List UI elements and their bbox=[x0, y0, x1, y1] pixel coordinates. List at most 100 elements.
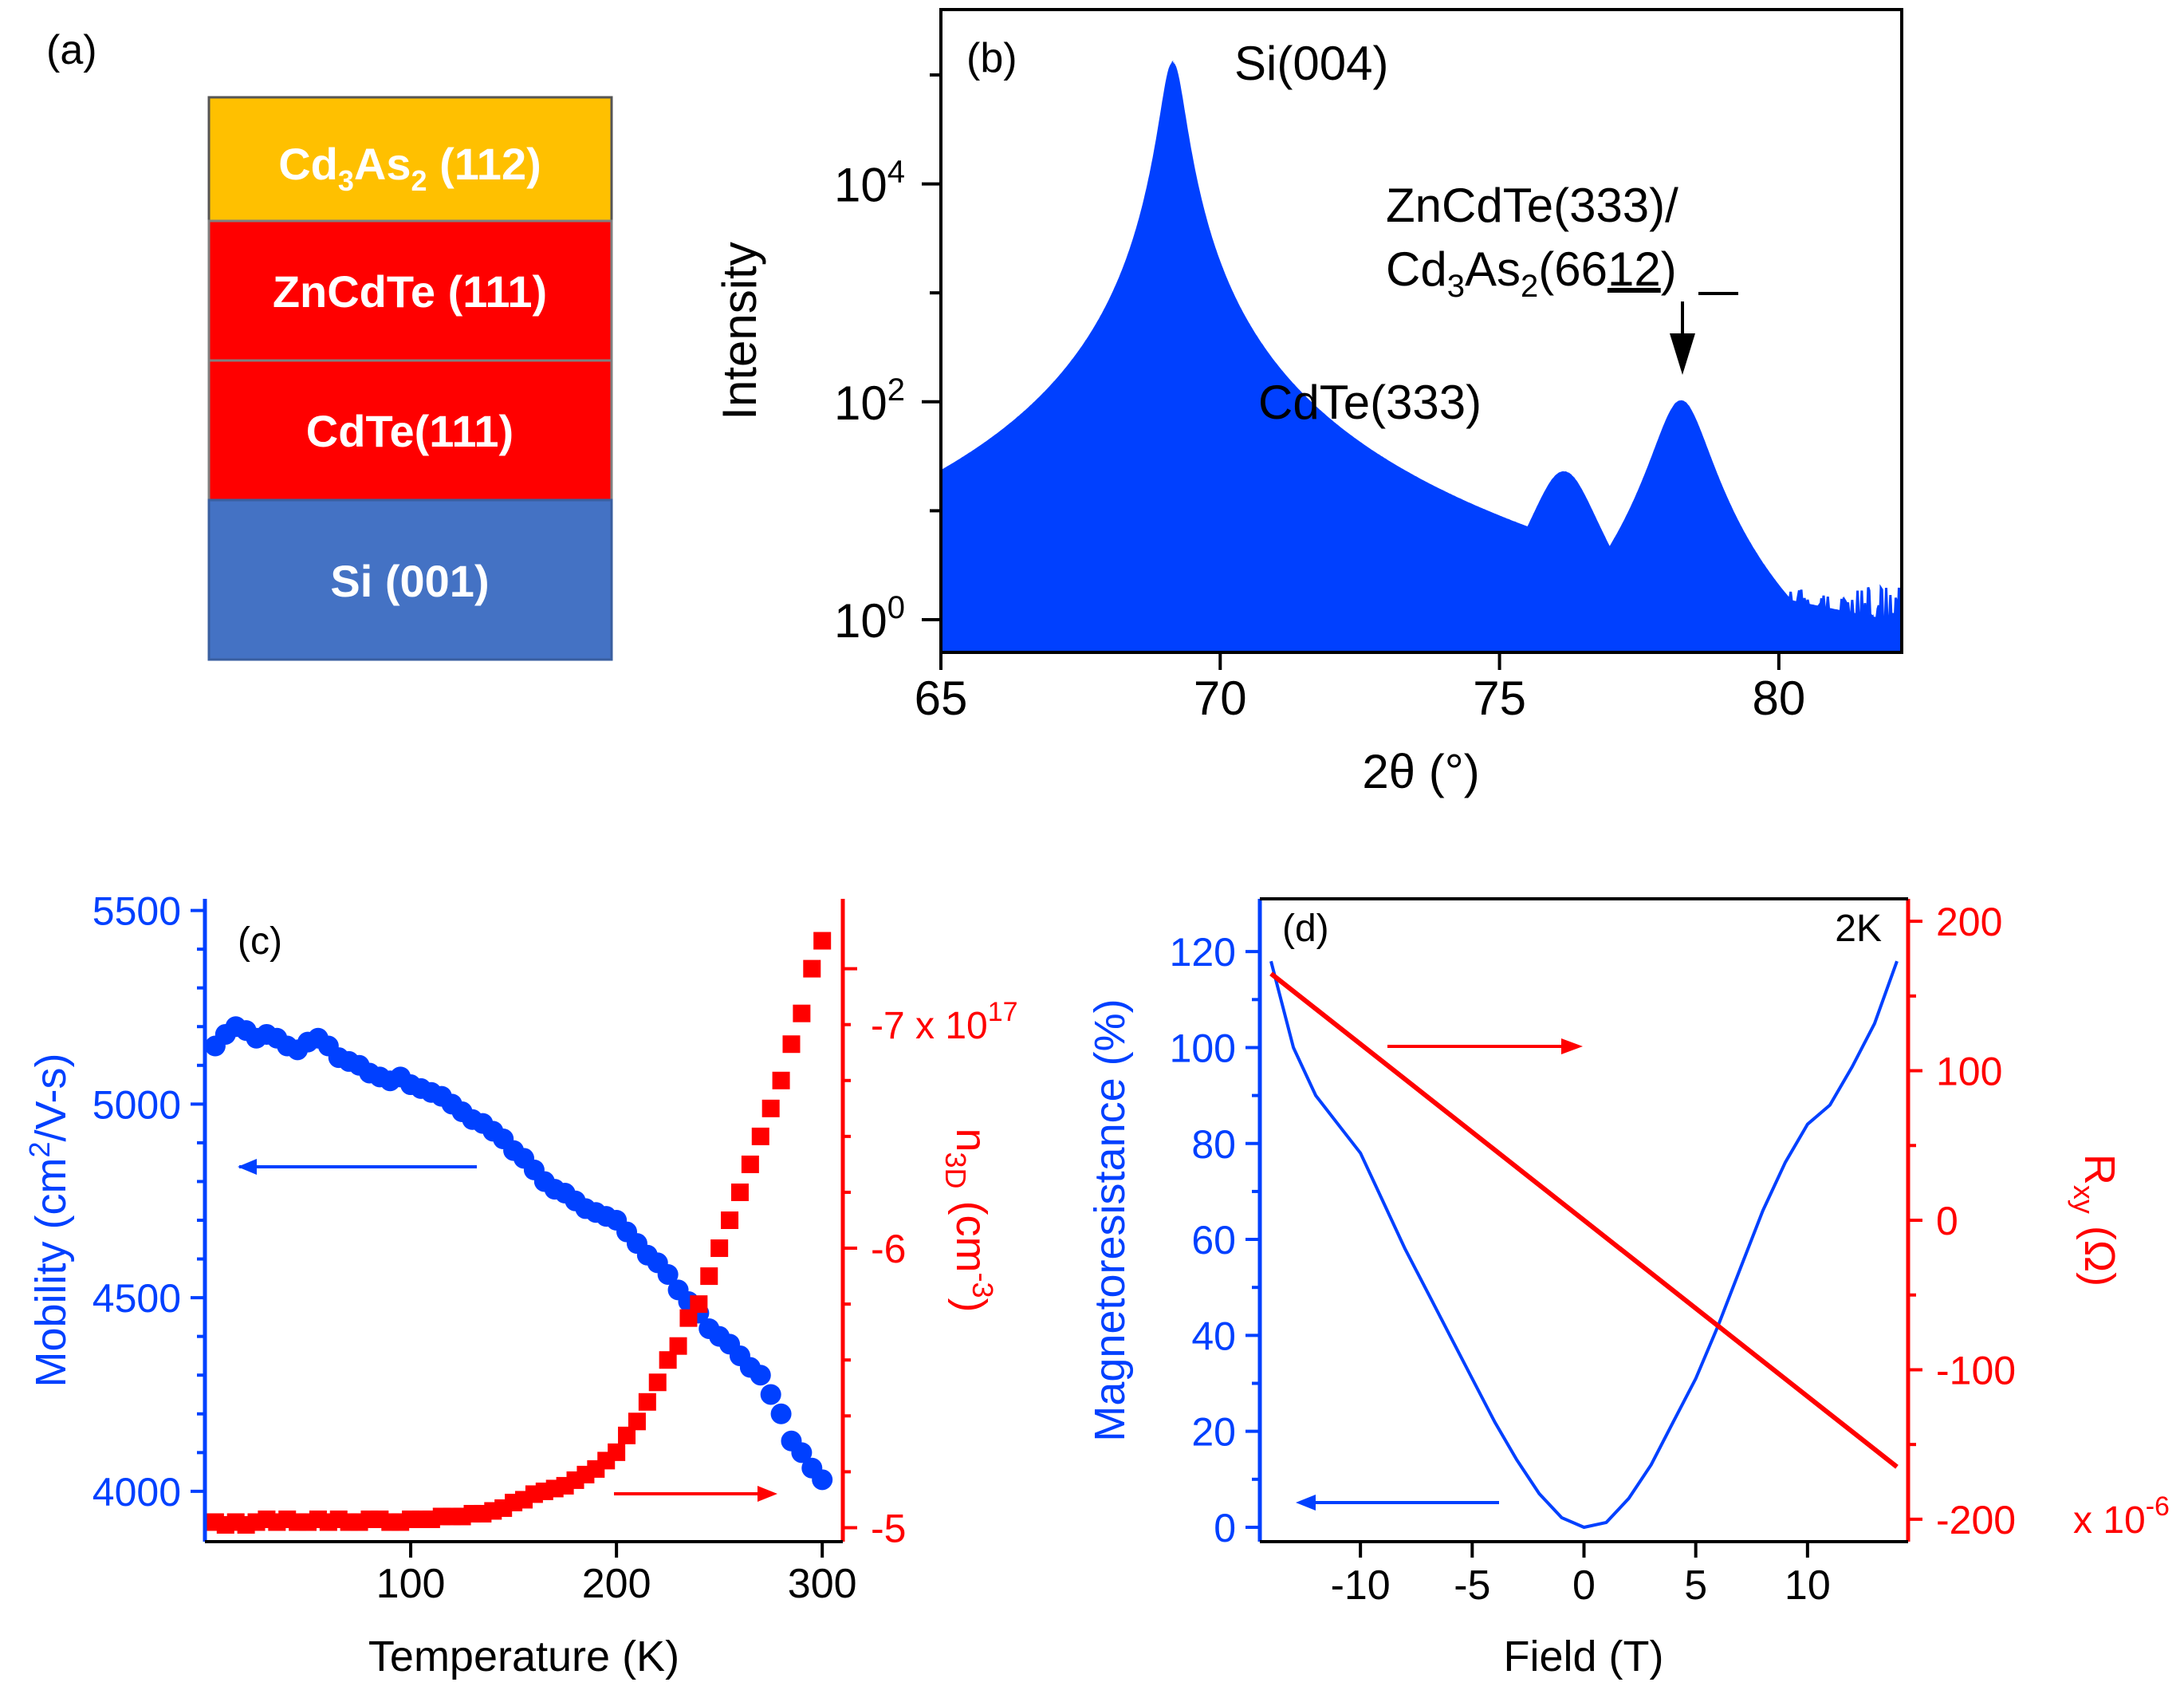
rxy-ylabel: Rxy (Ω) bbox=[2068, 1154, 2123, 1286]
panel-c-label: (c) bbox=[238, 920, 282, 963]
mr-ylabel: Magnetoresistance (%) bbox=[1086, 999, 1134, 1441]
mobility-frame bbox=[205, 899, 843, 1542]
n3d-point bbox=[669, 1337, 687, 1355]
mobility-axes: 100 200 300 4000 4500 5000 5500 -5 -6 bbox=[92, 889, 907, 1607]
mobility-ylabel: Mobility (cm2/V-s) bbox=[23, 1053, 75, 1387]
panel-d-label: (d) bbox=[1282, 908, 1329, 950]
mobility-point bbox=[812, 1469, 833, 1491]
layer-cd3as2 bbox=[207, 96, 613, 223]
mobility-xtick-label: 200 bbox=[582, 1561, 651, 1607]
mobility-xtick-label: 300 bbox=[788, 1561, 857, 1607]
mobility-point bbox=[760, 1384, 781, 1405]
xrd-xtick-label: 70 bbox=[1194, 672, 1247, 725]
mobility-point bbox=[750, 1365, 771, 1386]
panel-d: -10 -5 0 5 10020406080100120-200-1000100200 … bbox=[1086, 897, 2170, 1680]
mobility-ytick-label: 4000 bbox=[92, 1470, 181, 1515]
n3d-point bbox=[628, 1412, 646, 1431]
n3d-point bbox=[679, 1309, 698, 1327]
mobility-xlabel: Temperature (K) bbox=[368, 1633, 679, 1680]
layer-cdte bbox=[207, 359, 613, 502]
n3d-point bbox=[648, 1373, 667, 1392]
xrd-axes: 65 70 75 80 100 102 104 bbox=[834, 73, 1805, 725]
mr-ytick-label: 60 bbox=[1191, 1218, 1236, 1263]
annot-si004: Si(004) bbox=[1234, 37, 1388, 90]
annot-cdte333: CdTe(333) bbox=[1258, 376, 1482, 429]
mobility-point bbox=[657, 1263, 679, 1285]
panel-b-label: (b) bbox=[966, 35, 1017, 81]
xrd-ytick-label: 100 bbox=[834, 590, 905, 648]
rxy-ytick-label: 0 bbox=[1936, 1199, 1958, 1243]
panel-a: (a) Cd3As2 (112) ZnCdTe (111) CdTe(111) … bbox=[46, 27, 613, 661]
panel-c: 100 200 300 4000 4500 5000 5500 -5 -6 (c) Temper… bbox=[23, 889, 1018, 1680]
panel-b: (b) 65 70 75 80 100 102 104 2θ (°) Intensity S… bbox=[713, 8, 1903, 798]
rxy-scale-label: x 10-6 bbox=[2073, 1491, 2170, 1542]
mr-ytick-label: 120 bbox=[1170, 930, 1236, 975]
xrd-series bbox=[942, 60, 1900, 652]
n3d-arrow-head bbox=[758, 1486, 777, 1502]
n3d-point bbox=[803, 959, 821, 978]
mr-xtick-label: -5 bbox=[1454, 1562, 1490, 1609]
n3d-point bbox=[721, 1211, 739, 1229]
mr-xtick-label: 10 bbox=[1785, 1562, 1831, 1609]
n3d-point bbox=[793, 1004, 811, 1022]
layer-cdte-label: CdTe(111) bbox=[306, 406, 514, 456]
n3d-point bbox=[700, 1267, 718, 1286]
mobility-ytick-label: 5500 bbox=[92, 889, 181, 934]
xrd-xlabel: 2θ (°) bbox=[1362, 745, 1479, 798]
annot-zncdte333: ZnCdTe(333)/ bbox=[1386, 179, 1678, 232]
xrd-plot bbox=[942, 60, 1900, 652]
xrd-xtick-label: 75 bbox=[1473, 672, 1526, 725]
mobility-point bbox=[770, 1403, 792, 1424]
layer-cd3as2-label: Cd3As2 (112) bbox=[278, 139, 541, 197]
rxy-series bbox=[1269, 971, 1899, 1469]
n3d-point bbox=[710, 1239, 729, 1258]
n3d-point bbox=[638, 1393, 656, 1411]
layer-zncdte-label: ZnCdTe (111) bbox=[273, 266, 547, 317]
mr-ytick-label: 0 bbox=[1214, 1506, 1236, 1550]
xrd-ylabel: Intensity bbox=[713, 242, 766, 420]
mr-ytick-label: 100 bbox=[1170, 1026, 1236, 1070]
xrd-frame bbox=[939, 8, 1903, 654]
mr-xtick-label: 0 bbox=[1572, 1562, 1596, 1609]
n3d-point bbox=[741, 1155, 759, 1173]
rxy-ytick-label: -200 bbox=[1936, 1498, 2016, 1542]
mr-plot bbox=[1269, 960, 1899, 1529]
xrd-ytick-label: 102 bbox=[834, 372, 905, 430]
n3d-point bbox=[761, 1099, 780, 1117]
peak-arrow-head bbox=[1670, 333, 1695, 375]
mr-arrow-head bbox=[1296, 1495, 1316, 1511]
mobility-plot bbox=[204, 932, 833, 1534]
layer-stack: Cd3As2 (112) ZnCdTe (111) CdTe(111) Si (… bbox=[207, 96, 613, 661]
n3d-ytick-label: -5 bbox=[871, 1506, 906, 1550]
n3d-point bbox=[690, 1295, 708, 1314]
annot-cd3as2-6612: Cd3As2(6612) bbox=[1386, 242, 1677, 304]
n3d-point bbox=[659, 1351, 677, 1369]
mr-xlabel: Field (T) bbox=[1504, 1633, 1664, 1680]
xrd-xtick-label: 65 bbox=[915, 672, 968, 725]
rxy-ytick-label: 100 bbox=[1936, 1050, 2002, 1094]
temperature-label: 2K bbox=[1835, 908, 1882, 950]
panel-a-label: (a) bbox=[46, 27, 97, 73]
rxy-ytick-label: 200 bbox=[1936, 900, 2002, 944]
rxy-arrow-head bbox=[1561, 1038, 1583, 1054]
mobility-ytick-label: 5000 bbox=[92, 1082, 181, 1127]
mr-ytick-label: 20 bbox=[1191, 1410, 1236, 1455]
layer-zncdte bbox=[207, 219, 613, 362]
mobility-point bbox=[791, 1442, 813, 1463]
mr-xtick-label: 5 bbox=[1684, 1562, 1707, 1609]
n3d-ylabel: n3D (cm-3) bbox=[939, 1128, 999, 1312]
n3d-point bbox=[772, 1071, 790, 1089]
mr-ytick-label: 80 bbox=[1191, 1122, 1236, 1167]
rxy-ytick-label: -100 bbox=[1936, 1348, 2016, 1393]
xrd-ytick-label: 104 bbox=[834, 155, 905, 212]
n3d-point bbox=[730, 1183, 749, 1201]
layer-si bbox=[207, 498, 613, 661]
n3d-point bbox=[751, 1127, 769, 1145]
mr-xtick-label: -10 bbox=[1331, 1562, 1391, 1609]
n3d-point bbox=[782, 1035, 801, 1054]
mobility-arrow-head bbox=[238, 1159, 257, 1175]
mobility-xtick-label: 100 bbox=[376, 1561, 446, 1607]
layer-si-label: Si (001) bbox=[330, 556, 489, 606]
mr-ytick-label: 40 bbox=[1191, 1314, 1236, 1358]
